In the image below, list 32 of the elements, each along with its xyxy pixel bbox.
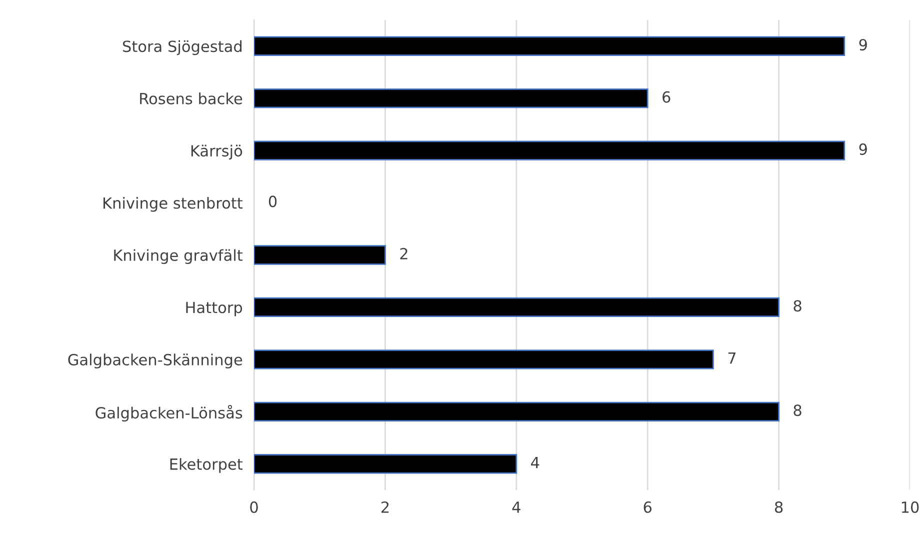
x-tick-label: 4 xyxy=(512,502,520,513)
bar xyxy=(254,402,780,422)
data-label: 2 xyxy=(400,248,408,260)
bar xyxy=(254,454,518,474)
data-label: 9 xyxy=(859,143,867,155)
data-label: 8 xyxy=(794,404,802,416)
bar xyxy=(254,140,846,160)
y-tick-label: Rosens backe xyxy=(140,92,242,104)
x-tick-label: 2 xyxy=(381,501,389,513)
x-tick-label: 0 xyxy=(250,501,258,513)
data-label: 6 xyxy=(662,91,670,103)
y-tick-label: Hattorp xyxy=(186,302,242,316)
x-tick-label: 10 xyxy=(902,501,919,513)
bar xyxy=(254,350,714,370)
data-label: 7 xyxy=(728,352,736,364)
bar xyxy=(254,88,648,108)
y-tick-label: Eketorpet xyxy=(170,458,243,473)
y-tick-label: Stora Sjögestad xyxy=(122,40,242,56)
y-tick-label: Kärrsjö xyxy=(191,144,242,160)
x-tick-label: 6 xyxy=(644,501,652,513)
y-tick-label: Galgbacken-Lönsås xyxy=(96,404,242,422)
bar xyxy=(254,245,386,265)
data-label: 9 xyxy=(859,38,867,51)
data-label: 0 xyxy=(268,196,277,208)
bar xyxy=(254,297,780,318)
y-tick-label: Knivinge gravfält xyxy=(114,249,243,264)
y-tick-label: Galgbacken-Skänninge xyxy=(68,354,242,368)
bar xyxy=(254,36,846,56)
data-label: 4 xyxy=(531,456,540,468)
data-label: 8 xyxy=(794,300,802,312)
y-tick-label: Knivinge stenbrott xyxy=(104,196,243,212)
x-tick-label: 8 xyxy=(774,501,783,513)
